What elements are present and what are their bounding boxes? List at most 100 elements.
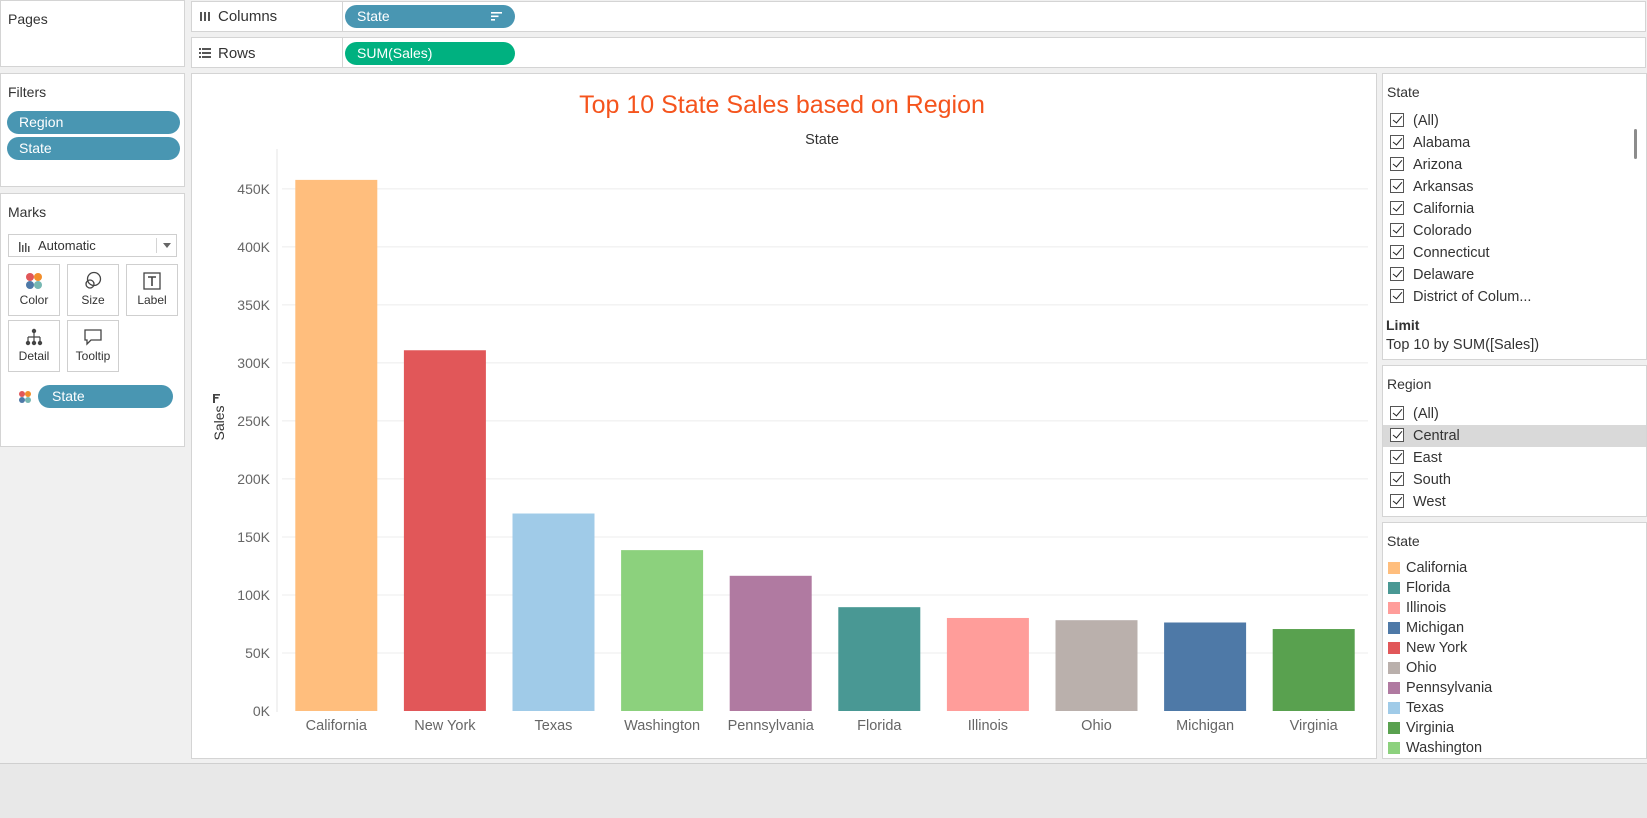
columns-shelf[interactable]: Columns State bbox=[191, 1, 1646, 32]
bar-new-york[interactable] bbox=[403, 350, 486, 711]
legend-label: Texas bbox=[1406, 700, 1444, 716]
legend-swatch bbox=[1388, 582, 1400, 594]
detail-icon bbox=[25, 328, 43, 346]
legend-swatch bbox=[1388, 722, 1400, 734]
chart-title: Top 10 State Sales based on Region bbox=[579, 91, 985, 119]
filter-pill-region[interactable]: Region bbox=[7, 111, 180, 134]
marks-color-label: Color bbox=[19, 293, 49, 307]
state-filter-title: State bbox=[1387, 84, 1420, 100]
bar-michigan[interactable] bbox=[1164, 622, 1247, 711]
region-filter-option-label: West bbox=[1413, 494, 1446, 510]
bar-illinois[interactable] bbox=[946, 617, 1029, 711]
checkbox-checked-icon[interactable] bbox=[1390, 245, 1404, 259]
rows-pill-label: SUM(Sales) bbox=[357, 45, 433, 61]
state-filter-option[interactable]: (All) bbox=[1383, 110, 1646, 132]
bar-texas[interactable] bbox=[512, 513, 595, 711]
marks-state-pill-label: State bbox=[52, 388, 85, 404]
limit-value: Top 10 by SUM([Sales]) bbox=[1386, 337, 1540, 353]
region-filter-list[interactable]: (All) Central East South West bbox=[1383, 402, 1646, 514]
region-filter-card[interactable]: Region (All) Central East South West bbox=[1382, 365, 1647, 517]
x-tick-label: New York bbox=[414, 718, 476, 734]
legend-swatch bbox=[1388, 662, 1400, 674]
rows-label: Rows bbox=[218, 45, 256, 62]
state-filter-card[interactable]: State (All) Alabama Arizona Arkansas Califor… bbox=[1382, 73, 1647, 360]
columns-pill-label: State bbox=[357, 8, 390, 24]
x-tick-label: California bbox=[306, 718, 368, 734]
text-label-icon bbox=[143, 272, 161, 290]
marks-size-label: Size bbox=[81, 293, 105, 307]
mark-type-dropdown[interactable]: Automatic bbox=[8, 234, 177, 257]
state-filter-option[interactable]: Arkansas bbox=[1383, 176, 1646, 198]
rows-sum-sales-pill[interactable]: SUM(Sales) bbox=[345, 42, 515, 65]
filters-card[interactable]: Filters Region State bbox=[0, 73, 185, 187]
y-tick-label: 300K bbox=[237, 355, 270, 371]
checkbox-checked-icon[interactable] bbox=[1390, 201, 1404, 215]
checkbox-checked-icon[interactable] bbox=[1390, 157, 1404, 171]
bar-florida[interactable] bbox=[838, 607, 921, 711]
state-filter-list[interactable]: (All) Alabama Arizona Arkansas California Col… bbox=[1383, 109, 1646, 309]
state-filter-scrollbar[interactable] bbox=[1634, 129, 1637, 159]
state-filter-option-label: California bbox=[1413, 201, 1475, 217]
legend-label: Pennsylvania bbox=[1406, 680, 1493, 696]
marks-state-pill[interactable]: State bbox=[38, 385, 173, 408]
marks-card[interactable]: Marks Automatic Color Size Label Detail bbox=[0, 193, 185, 447]
state-filter-option[interactable]: Colorado bbox=[1383, 220, 1646, 242]
checkbox-checked-icon[interactable] bbox=[1390, 135, 1404, 149]
checkbox-checked-icon[interactable] bbox=[1390, 223, 1404, 237]
color-legend-card[interactable]: State California Florida Illinois Michigan N… bbox=[1382, 522, 1647, 759]
bar-california[interactable] bbox=[295, 179, 378, 711]
region-filter-option[interactable]: West bbox=[1383, 491, 1646, 513]
state-filter-option[interactable]: Connecticut bbox=[1383, 242, 1646, 264]
region-filter-option-label: East bbox=[1413, 450, 1443, 466]
y-axis-sort-icon[interactable] bbox=[213, 394, 220, 403]
checkbox-checked-icon[interactable] bbox=[1390, 428, 1404, 442]
bottom-tab-bar[interactable] bbox=[0, 763, 1647, 818]
region-filter-option[interactable]: South bbox=[1383, 469, 1646, 491]
legend-list: California Florida Illinois Michigan New Yor… bbox=[1383, 558, 1646, 758]
checkbox-checked-icon[interactable] bbox=[1390, 494, 1404, 508]
limit-label: Limit bbox=[1386, 317, 1420, 333]
checkbox-checked-icon[interactable] bbox=[1390, 450, 1404, 464]
region-filter-option[interactable]: East bbox=[1383, 447, 1646, 469]
checkbox-checked-icon[interactable] bbox=[1390, 472, 1404, 486]
pages-shelf[interactable]: Pages bbox=[0, 0, 185, 67]
rows-shelf[interactable]: Rows SUM(Sales) bbox=[191, 37, 1646, 68]
region-filter-option[interactable]: (All) bbox=[1383, 403, 1646, 425]
state-filter-option[interactable]: California bbox=[1383, 198, 1646, 220]
marks-size-button[interactable]: Size bbox=[67, 264, 119, 316]
marks-label-button[interactable]: Label bbox=[126, 264, 178, 316]
chart-view[interactable]: Top 10 State Sales based on Region State… bbox=[191, 73, 1377, 759]
bar-washington[interactable] bbox=[621, 550, 704, 711]
legend-label: Ohio bbox=[1406, 660, 1437, 676]
state-filter-option[interactable]: Arizona bbox=[1383, 154, 1646, 176]
checkbox-checked-icon[interactable] bbox=[1390, 406, 1404, 420]
marks-detail-button[interactable]: Detail bbox=[8, 320, 60, 372]
x-tick-label: Texas bbox=[535, 718, 573, 734]
checkbox-checked-icon[interactable] bbox=[1390, 267, 1404, 281]
bars[interactable] bbox=[295, 179, 1355, 711]
checkbox-checked-icon[interactable] bbox=[1390, 289, 1404, 303]
filter-pill-state[interactable]: State bbox=[7, 137, 180, 160]
x-axis-ticks: California New York Texas Washington Pennsyl… bbox=[306, 718, 1339, 734]
region-filter-option[interactable]: Central bbox=[1383, 425, 1646, 447]
legend-label: Illinois bbox=[1406, 600, 1447, 616]
region-filter-option-label: South bbox=[1413, 472, 1451, 488]
marks-color-button[interactable]: Color bbox=[8, 264, 60, 316]
state-filter-option[interactable]: Alabama bbox=[1383, 132, 1646, 154]
size-icon bbox=[85, 271, 102, 289]
legend-swatch bbox=[1388, 682, 1400, 694]
bar-virginia[interactable] bbox=[1272, 629, 1355, 711]
state-filter-option[interactable]: District of Colum... bbox=[1383, 286, 1646, 308]
legend-swatch bbox=[1388, 602, 1400, 614]
filters-title: Filters bbox=[8, 84, 47, 100]
y-tick-label: 350K bbox=[237, 297, 270, 313]
columns-state-pill[interactable]: State bbox=[345, 5, 515, 28]
state-filter-option[interactable]: Delaware bbox=[1383, 264, 1646, 286]
checkbox-checked-icon[interactable] bbox=[1390, 179, 1404, 193]
bar-ohio[interactable] bbox=[1055, 620, 1138, 711]
marks-tooltip-button[interactable]: Tooltip bbox=[67, 320, 119, 372]
bar-pennsylvania[interactable] bbox=[729, 575, 812, 711]
checkbox-checked-icon[interactable] bbox=[1390, 113, 1404, 127]
columns-label: Columns bbox=[218, 8, 278, 25]
bar-chart[interactable]: Top 10 State Sales based on Region State… bbox=[192, 74, 1376, 758]
